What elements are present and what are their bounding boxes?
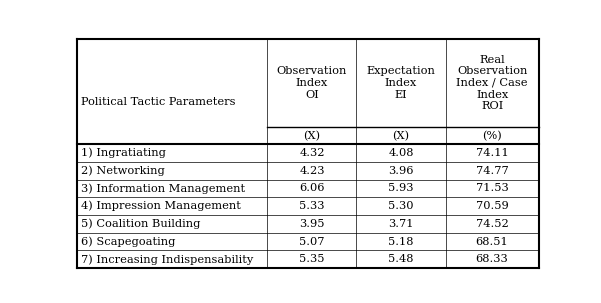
Text: 7) Increasing Indispensability: 7) Increasing Indispensability xyxy=(81,254,254,265)
Text: 5.07: 5.07 xyxy=(299,237,325,247)
Text: 74.11: 74.11 xyxy=(476,148,508,158)
Text: 4.23: 4.23 xyxy=(299,166,325,176)
Text: 1) Ingratiating: 1) Ingratiating xyxy=(81,148,166,158)
Text: 74.52: 74.52 xyxy=(476,219,508,229)
Text: Expectation
Index
EI: Expectation Index EI xyxy=(367,66,436,100)
Text: Political Tactic Parameters: Political Tactic Parameters xyxy=(81,98,236,108)
Text: 70.59: 70.59 xyxy=(476,201,508,211)
Text: 2) Networking: 2) Networking xyxy=(81,165,165,176)
Text: 5.30: 5.30 xyxy=(388,201,413,211)
Text: 74.77: 74.77 xyxy=(476,166,508,176)
Text: 3.71: 3.71 xyxy=(388,219,413,229)
Text: 4.32: 4.32 xyxy=(299,148,325,158)
Text: 6.06: 6.06 xyxy=(299,183,325,193)
Text: 5.35: 5.35 xyxy=(299,254,325,264)
Text: 3.96: 3.96 xyxy=(388,166,413,176)
Text: 3) Information Management: 3) Information Management xyxy=(81,183,245,194)
Text: 3.95: 3.95 xyxy=(299,219,325,229)
Text: 68.33: 68.33 xyxy=(476,254,508,264)
Text: 5.93: 5.93 xyxy=(388,183,413,193)
Text: 4) Impression Management: 4) Impression Management xyxy=(81,201,241,211)
Text: 5.18: 5.18 xyxy=(388,237,413,247)
Text: Real
Observation
Index / Case
Index
ROI: Real Observation Index / Case Index ROI xyxy=(456,55,528,111)
Text: 68.51: 68.51 xyxy=(476,237,508,247)
Text: 5) Coalition Building: 5) Coalition Building xyxy=(81,218,201,229)
Text: 4.08: 4.08 xyxy=(388,148,413,158)
Text: 71.53: 71.53 xyxy=(476,183,508,193)
Text: (X): (X) xyxy=(392,131,409,141)
Text: (%): (%) xyxy=(482,131,502,141)
Text: 5.33: 5.33 xyxy=(299,201,325,211)
Text: (X): (X) xyxy=(304,131,320,141)
Text: 6) Scapegoating: 6) Scapegoating xyxy=(81,236,175,247)
Text: 5.48: 5.48 xyxy=(388,254,413,264)
Text: Observation
Index
OI: Observation Index OI xyxy=(276,66,347,100)
